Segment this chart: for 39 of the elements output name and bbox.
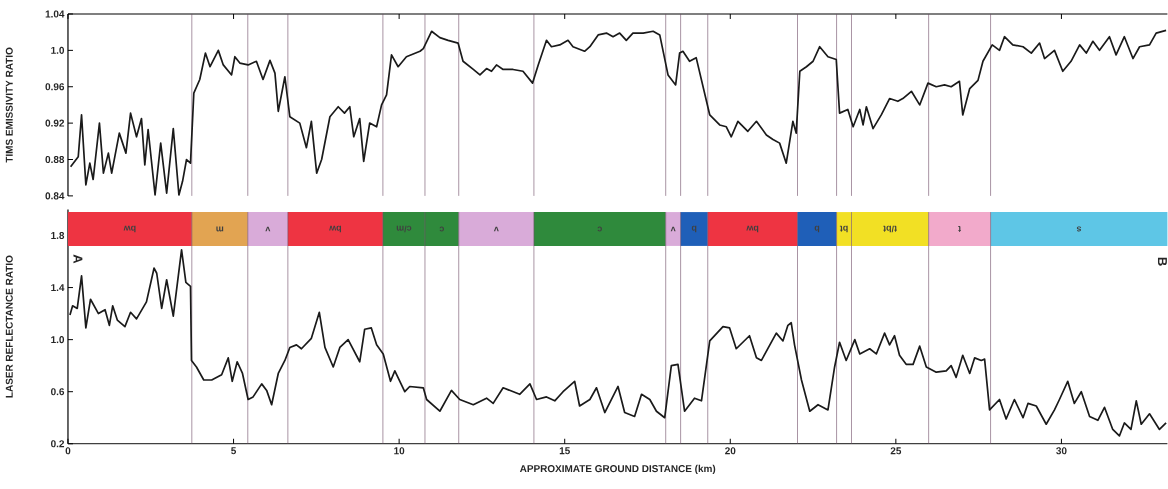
y-tick-label: 1.04 bbox=[45, 10, 65, 18]
y-tick-label: 0.84 bbox=[45, 192, 65, 200]
band-label: c/m bbox=[396, 225, 412, 233]
y-axis-title: TIMS EMISSIVITY RATIO bbox=[5, 47, 13, 163]
band-label: bt bbox=[839, 225, 848, 233]
band-label: v bbox=[670, 226, 676, 232]
x-tick-label: 20 bbox=[725, 447, 736, 455]
y-tick-label: 0.2 bbox=[51, 440, 65, 448]
annotation: A bbox=[73, 254, 83, 264]
band-label: c bbox=[597, 226, 602, 232]
band-label: m bbox=[216, 226, 224, 232]
band-label: v bbox=[493, 226, 499, 232]
y-tick-label: 1.8 bbox=[51, 232, 65, 240]
y-tick-label: 0.88 bbox=[45, 156, 65, 164]
band-label: b bbox=[814, 225, 820, 233]
y-tick-label: 1.4 bbox=[51, 284, 65, 292]
y-tick-label: 0.96 bbox=[45, 83, 65, 91]
x-tick-label: 15 bbox=[559, 447, 570, 455]
band-label: bw bbox=[746, 225, 759, 233]
y-axis-title: LASER REFLECTANCE RATIO bbox=[5, 255, 13, 398]
x-tick-label: 5 bbox=[231, 447, 237, 455]
band-label: t bbox=[958, 226, 961, 233]
band-label: b bbox=[691, 225, 697, 233]
band-label: s bbox=[1076, 226, 1082, 232]
x-tick-label: 10 bbox=[394, 447, 405, 455]
x-axis-title: APPROXIMATE GROUND DISTANCE (km) bbox=[519, 464, 716, 475]
y-tick-label: 1.0 bbox=[51, 336, 65, 344]
y-tick-label: 0.92 bbox=[45, 119, 65, 127]
y-tick-label: 0.6 bbox=[51, 388, 65, 396]
x-tick-label: 25 bbox=[890, 447, 902, 455]
band-label: bw bbox=[329, 225, 342, 233]
y-tick-label: 1.0 bbox=[51, 46, 65, 55]
band-label: v bbox=[265, 226, 271, 232]
band-label: c bbox=[439, 226, 444, 232]
annotation: B bbox=[1157, 257, 1167, 266]
x-tick-label: 0 bbox=[65, 447, 71, 455]
band-label: t/bt bbox=[883, 225, 897, 233]
x-tick-label: 30 bbox=[1056, 447, 1067, 455]
band-label: bw bbox=[123, 225, 136, 233]
